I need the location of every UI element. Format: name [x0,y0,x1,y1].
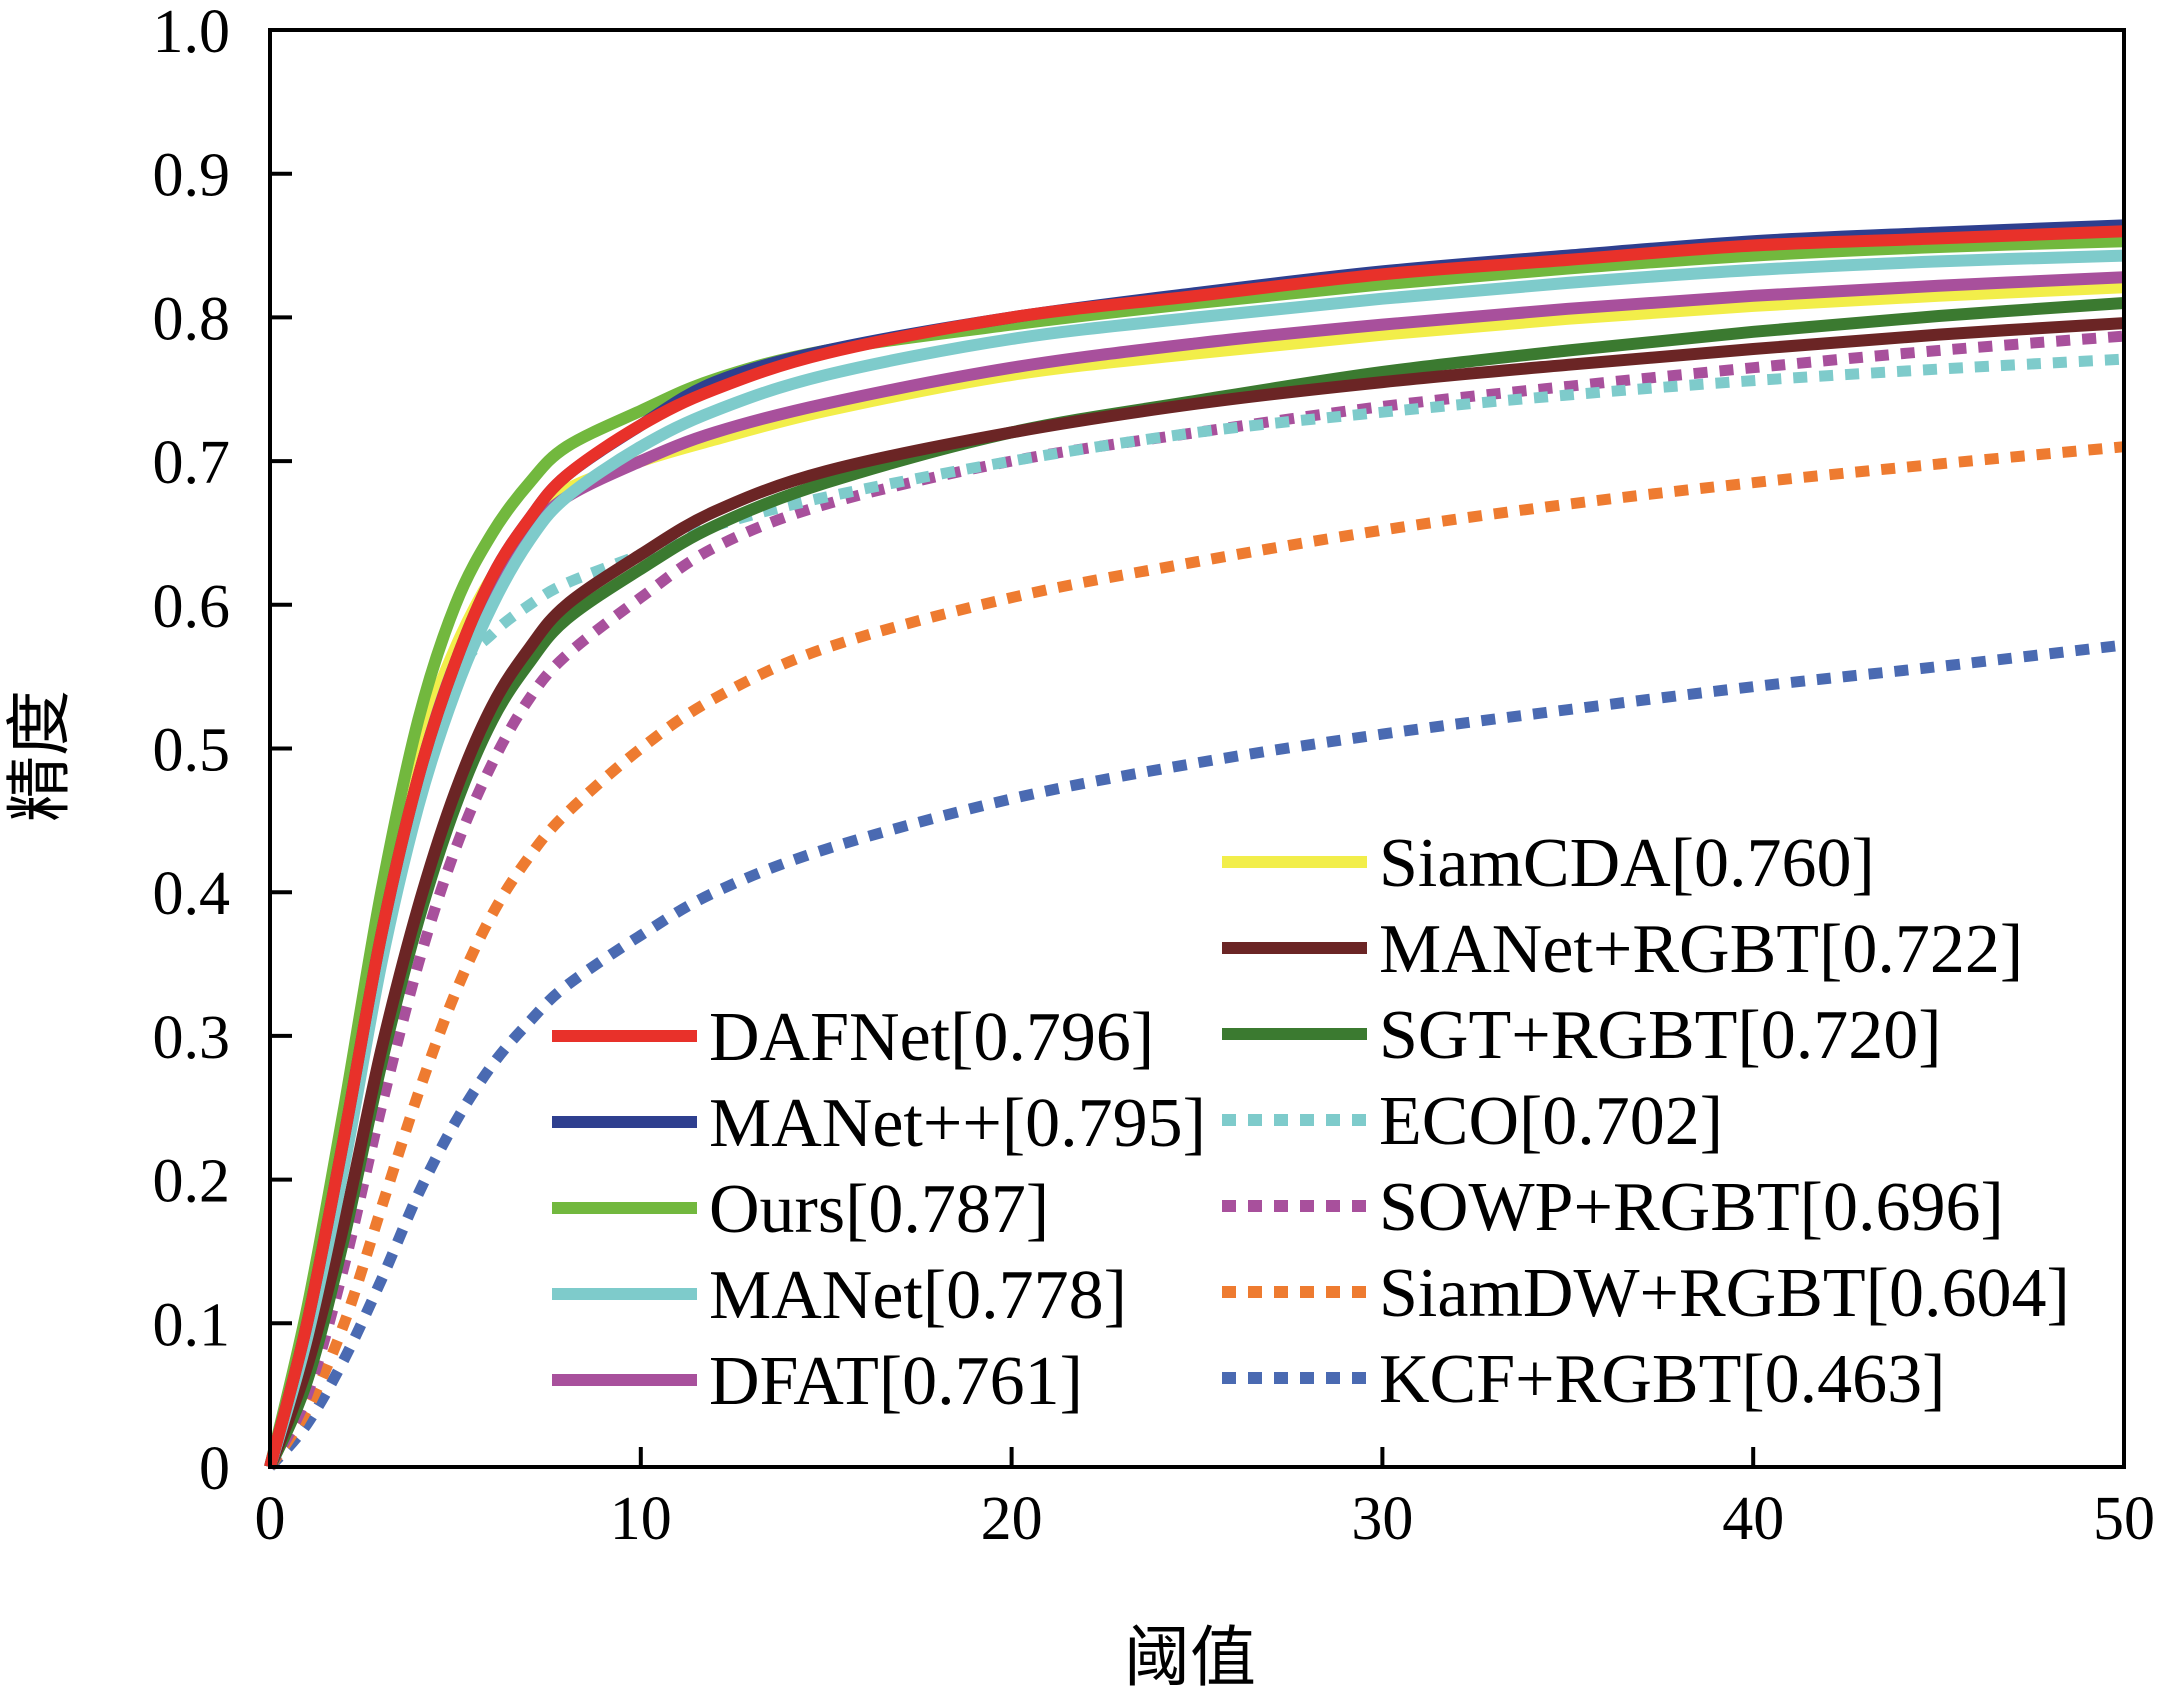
legend-label: MANet[0.778] [709,1257,1127,1334]
y-tick-label: 1.0 [153,0,231,66]
y-tick-label: 0.7 [153,429,231,497]
x-tick-label: 30 [1351,1485,1413,1553]
x-tick-label: 50 [2093,1485,2155,1553]
y-tick-label: 0.8 [153,285,231,353]
legend-label: SOWP+RGBT[0.696] [1379,1169,2004,1246]
axis-ticks: 0 10 20 30 40 50 0 0.1 0.2 0.3 0.4 0.5 0.6 0.7 0.8 0.9 1… [153,0,2156,1553]
x-tick-label: 20 [981,1485,1043,1553]
y-tick-label: 0.1 [153,1291,231,1359]
legend-label: KCF+RGBT[0.463] [1379,1341,1945,1418]
legend-label: MANet++[0.795] [709,1085,1206,1162]
y-tick-label: 0 [199,1435,230,1503]
y-tick-label: 0.3 [153,1004,231,1072]
y-tick-label: 0.4 [153,860,231,928]
series-line [264,317,2125,1470]
y-tick-label: 0.6 [153,573,231,641]
legend-label: SGT+RGBT[0.720] [1379,997,1942,1074]
legend-label: SiamDW+RGBT[0.604] [1379,1255,2070,1332]
y-tick-label: 0.5 [153,717,231,785]
legend-label: MANet+RGBT[0.722] [1379,911,2023,988]
legend: DAFNet[0.796] MANet++[0.795] Ours[0.787] MA… [552,825,2070,1420]
x-tick-label: 10 [610,1485,672,1553]
series-line [265,441,2125,1471]
y-tick-label: 0.9 [153,142,231,210]
y-tick-label: 0.2 [153,1148,231,1216]
legend-label: SiamCDA[0.760] [1379,825,1875,902]
x-tick-label: 0 [255,1485,286,1553]
legend-label: DFAT[0.761] [709,1343,1083,1420]
series-line [264,225,2125,1469]
y-axis-title: 精度 [1,690,78,822]
plot-lines [264,219,2125,1471]
legend-label: DAFNet[0.796] [709,999,1154,1076]
series-line [265,639,2125,1471]
x-tick-label: 40 [1722,1485,1784,1553]
legend-label: ECO[0.702] [1379,1083,1723,1160]
legend-label: Ours[0.787] [709,1171,1049,1248]
x-axis-title: 阈值 [1124,1619,1256,1691]
